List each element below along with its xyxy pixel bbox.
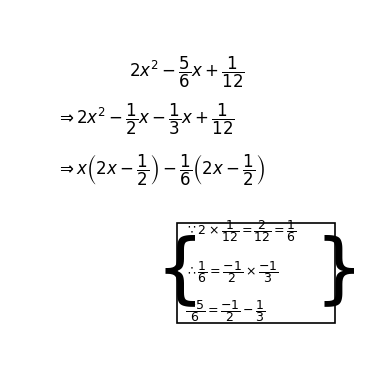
Text: $\Rightarrow 2x^2 - \dfrac{1}{2}x - \dfrac{1}{3}x + \dfrac{1}{12}$: $\Rightarrow 2x^2 - \dfrac{1}{2}x - \dfr… <box>56 102 235 137</box>
Text: $\Rightarrow x\left(2x-\dfrac{1}{2}\right) - \dfrac{1}{6}\left(2x-\dfrac{1}{2}\r: $\Rightarrow x\left(2x-\dfrac{1}{2}\righ… <box>56 153 265 188</box>
Text: $\because 2\times\dfrac{1}{12}=\dfrac{2}{12}=\dfrac{1}{6}$: $\because 2\times\dfrac{1}{12}=\dfrac{2}… <box>185 218 297 243</box>
Text: $\{$: $\{$ <box>155 233 196 309</box>
Text: $\}$: $\}$ <box>314 233 355 309</box>
Bar <box>177 223 335 323</box>
Text: $2x^2 - \dfrac{5}{6}x + \dfrac{1}{12}$: $2x^2 - \dfrac{5}{6}x + \dfrac{1}{12}$ <box>129 55 244 90</box>
Text: $\therefore\dfrac{1}{6}=\dfrac{-1}{2}\times\dfrac{-1}{3}$: $\therefore\dfrac{1}{6}=\dfrac{-1}{2}\ti… <box>185 260 279 285</box>
Text: $\dfrac{-5}{6}=\dfrac{-1}{2}-\dfrac{1}{3}$: $\dfrac{-5}{6}=\dfrac{-1}{2}-\dfrac{1}{3… <box>185 298 266 324</box>
